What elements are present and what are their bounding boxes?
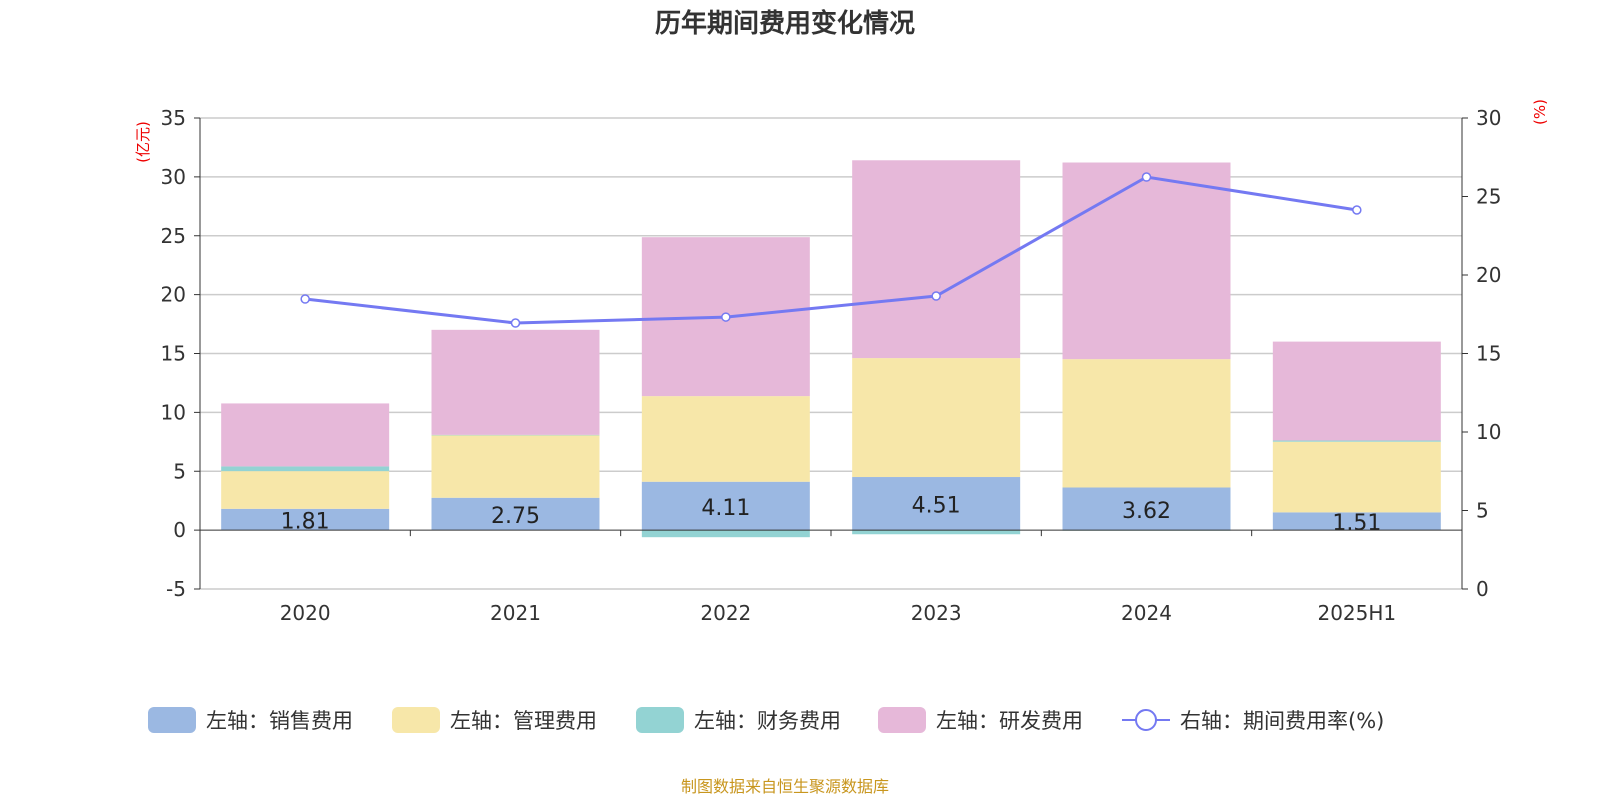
x-tick-label: 2025H1 <box>1317 601 1396 625</box>
bar-segment <box>221 466 390 472</box>
right-tick-label: 25 <box>1476 185 1501 209</box>
left-tick-label: 0 <box>173 518 186 542</box>
legend-swatch[interactable] <box>148 707 196 733</box>
x-tick-label: 2022 <box>700 601 751 625</box>
right-tick-label: 30 <box>1476 106 1501 130</box>
legend-swatch[interactable] <box>636 707 684 733</box>
rate-point <box>931 291 941 301</box>
rate-point <box>721 312 731 322</box>
bar-segment <box>221 471 390 509</box>
bar-segment <box>641 530 810 538</box>
left-tick-label: 5 <box>173 459 186 483</box>
bar-segment <box>431 435 600 498</box>
right-tick-label: 15 <box>1476 342 1501 366</box>
bar-segment <box>1272 341 1441 441</box>
rate-point <box>300 294 310 304</box>
bar-segment <box>641 396 810 482</box>
bar-data-label: 3.62 <box>1122 499 1171 524</box>
right-tick-label: 5 <box>1476 499 1489 523</box>
bar-segment <box>1062 487 1231 531</box>
left-tick-label: 30 <box>161 165 186 189</box>
bar-segment <box>852 358 1021 478</box>
legend-swatch[interactable] <box>878 707 926 733</box>
bar-data-label: 1.81 <box>281 509 330 534</box>
source-note: 制图数据来自恒生聚源数据库 <box>681 777 889 796</box>
legend-label[interactable]: 左轴：研发费用 <box>936 709 1083 733</box>
rate-point <box>510 318 521 328</box>
left-tick-label: 25 <box>161 224 186 248</box>
bar-data-label: 4.11 <box>701 496 750 521</box>
bar-segment <box>641 481 810 531</box>
legend-label[interactable]: 左轴：管理费用 <box>450 709 597 733</box>
x-tick-label: 2021 <box>490 601 541 625</box>
right-tick-label: 10 <box>1476 420 1501 444</box>
left-axis-unit: (亿元) <box>134 121 152 163</box>
right-tick-label: 20 <box>1476 263 1501 287</box>
left-tick-label: 35 <box>161 106 186 130</box>
bar-segment <box>1272 440 1441 442</box>
x-tick-label: 2024 <box>1121 601 1172 625</box>
bar-segment <box>221 403 390 467</box>
bar-segment <box>1272 441 1441 513</box>
rate-point <box>1141 172 1152 182</box>
x-tick-label: 2020 <box>280 601 331 625</box>
bar-segment <box>431 434 600 436</box>
left-tick-label: -5 <box>166 577 186 601</box>
bar-segment <box>1272 512 1441 531</box>
chart-title: 历年期间费用变化情况 <box>655 8 915 39</box>
legend-label[interactable]: 左轴：财务费用 <box>694 709 841 733</box>
bar-segment <box>852 477 1021 531</box>
right-tick-label: 0 <box>1476 577 1489 601</box>
legend-swatch[interactable] <box>392 707 440 733</box>
left-tick-label: 20 <box>161 283 186 307</box>
legend-label[interactable]: 左轴：销售费用 <box>206 709 353 733</box>
bar-data-label: 1.51 <box>1332 511 1381 536</box>
legend-label[interactable]: 右轴：期间费用率(%) <box>1180 709 1384 733</box>
right-axis-unit: (%) <box>1531 99 1549 125</box>
bar-segment <box>852 160 1021 359</box>
rate-point <box>1352 205 1362 215</box>
bar-data-label: 4.51 <box>912 494 961 519</box>
bar-segment <box>431 329 600 435</box>
bar-segment <box>431 497 600 531</box>
rate-line <box>304 175 1358 325</box>
bar-segment <box>1062 359 1231 488</box>
bar-segment <box>852 530 1021 535</box>
bar-segment <box>1062 162 1231 360</box>
x-tick-label: 2023 <box>911 601 962 625</box>
bar-segment <box>221 508 390 531</box>
left-tick-label: 15 <box>161 342 186 366</box>
legend-marker[interactable] <box>1135 709 1157 731</box>
left-tick-label: 10 <box>161 400 186 424</box>
bar-data-label: 2.75 <box>491 504 540 529</box>
